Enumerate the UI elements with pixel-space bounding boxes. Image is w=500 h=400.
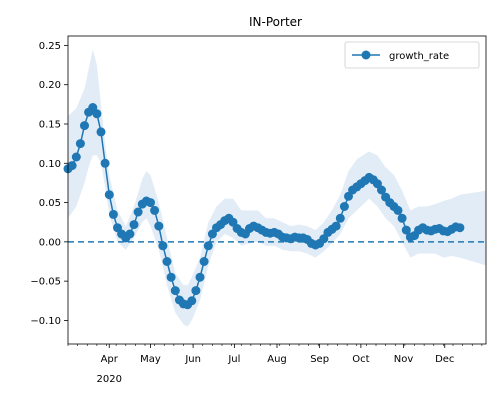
legend-dot-marker xyxy=(361,50,371,60)
growth-rate-series xyxy=(63,103,465,310)
x-tick-label: Dec xyxy=(435,354,454,365)
legend-box xyxy=(344,41,480,69)
y-tick-label: 0.25 xyxy=(39,41,61,52)
y-tick-label: 0.00 xyxy=(39,237,61,248)
data-point xyxy=(166,272,176,282)
x-year-label: 2020 xyxy=(97,374,122,385)
band-area xyxy=(68,49,486,327)
data-point xyxy=(377,185,386,195)
data-point xyxy=(104,190,114,200)
y-tick-label: −0.05 xyxy=(30,277,61,288)
x-tick-label: Apr xyxy=(101,354,119,365)
x-tick-label: Aug xyxy=(267,354,287,365)
data-point xyxy=(339,202,349,211)
data-point xyxy=(191,286,201,296)
data-point xyxy=(67,161,77,171)
x-tick-label: Nov xyxy=(394,354,414,365)
y-tick-label: −0.10 xyxy=(30,316,61,327)
data-point xyxy=(162,257,172,266)
chart-title: IN-Porter xyxy=(249,15,302,29)
data-point xyxy=(195,272,205,282)
x-tick-label: May xyxy=(140,354,161,365)
data-point xyxy=(187,296,197,306)
x-tick-label: Jun xyxy=(184,354,201,365)
data-point xyxy=(335,213,345,223)
x-tick-label: Jul xyxy=(227,354,240,365)
confidence-band xyxy=(68,49,486,327)
y-tick-label: 0.15 xyxy=(39,120,61,131)
data-point xyxy=(75,139,85,149)
data-point xyxy=(129,220,139,230)
y-tick-label: 0.10 xyxy=(39,159,61,170)
data-point xyxy=(393,205,403,215)
plot-frame xyxy=(67,35,487,345)
data-point xyxy=(158,241,168,251)
data-point xyxy=(146,198,155,208)
data-point xyxy=(397,213,407,223)
y-tick-label: 0.20 xyxy=(39,80,61,91)
y-tick-label: 0.05 xyxy=(39,198,61,209)
x-axis: Apr May Jun Jul Aug Sep Oct Nov Dec 2020 xyxy=(67,344,483,385)
data-point xyxy=(331,221,341,231)
legend-label: growth_rate xyxy=(389,51,449,62)
data-point xyxy=(108,209,118,219)
data-point xyxy=(71,152,81,162)
data-point xyxy=(96,127,106,137)
data-point xyxy=(455,223,465,233)
data-point xyxy=(100,158,110,168)
data-point xyxy=(92,109,102,119)
y-axis: 0.25 0.20 0.15 0.10 0.05 0.00 −0.05 −0.10 xyxy=(30,41,68,327)
x-tick-label: Oct xyxy=(352,354,369,365)
data-point xyxy=(199,257,209,266)
data-point xyxy=(401,225,411,235)
data-point xyxy=(154,221,164,231)
legend: growth_rate xyxy=(344,41,480,69)
data-point xyxy=(170,286,180,296)
data-point xyxy=(133,207,143,217)
data-point xyxy=(150,205,160,215)
x-tick-label: Sep xyxy=(310,354,329,365)
data-point xyxy=(125,229,135,239)
data-point xyxy=(80,121,89,131)
data-point xyxy=(203,241,213,251)
